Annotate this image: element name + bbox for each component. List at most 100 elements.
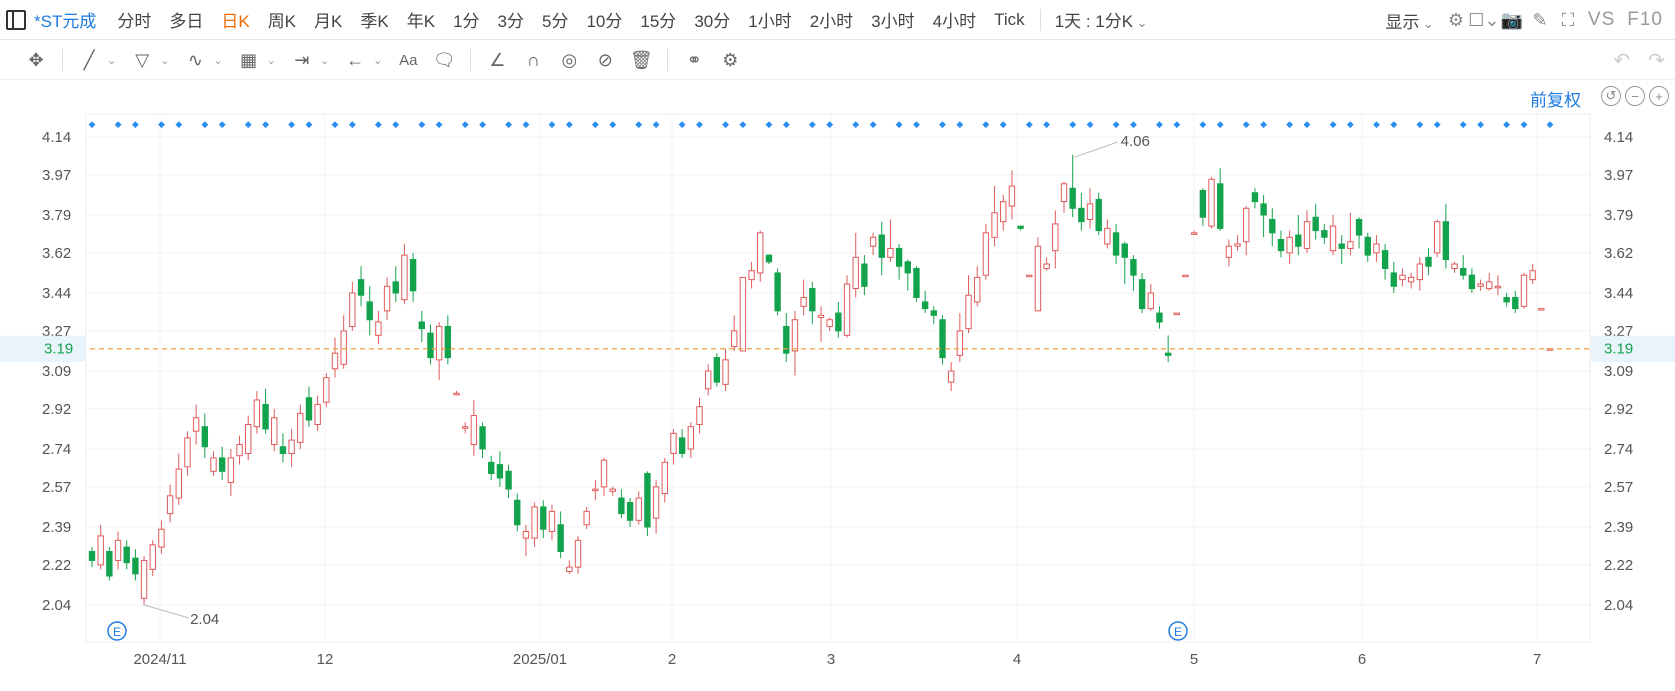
event-marker-label: E bbox=[113, 625, 121, 639]
fullscreen-icon[interactable]: ⛶ bbox=[1561, 9, 1575, 30]
pen-icon[interactable]: ∠ bbox=[489, 49, 506, 70]
hide-icon[interactable]: ⊘ bbox=[597, 49, 613, 70]
reset-icon[interactable]: ↺ bbox=[1601, 86, 1621, 106]
chevron-down-icon[interactable]: ⌄ bbox=[160, 54, 170, 67]
chevron-down-icon[interactable]: ⌄ bbox=[373, 54, 383, 67]
candle-body bbox=[245, 423, 252, 454]
stock-name[interactable]: *ST元成 bbox=[34, 12, 97, 31]
candle-body bbox=[192, 417, 200, 432]
compare-icon[interactable]: ⚭ bbox=[686, 49, 702, 70]
event-marker-icon bbox=[1168, 621, 1188, 641]
candle-body bbox=[739, 276, 747, 352]
tab-period-4[interactable]: 月K bbox=[314, 12, 343, 31]
candle-body bbox=[184, 437, 191, 468]
candle-body bbox=[132, 557, 139, 575]
tab-period-9[interactable]: 5分 bbox=[542, 12, 569, 31]
f10-button[interactable]: F10 bbox=[1627, 9, 1663, 30]
camera-icon[interactable]: 📷 bbox=[1500, 9, 1524, 30]
tab-period-16[interactable]: 4小时 bbox=[932, 12, 977, 31]
candle-body bbox=[357, 279, 365, 296]
candle-body bbox=[1381, 250, 1389, 269]
x-tick-label: 4 bbox=[1013, 651, 1021, 668]
signal-marker: ◆ bbox=[1199, 119, 1206, 129]
candle-body bbox=[566, 566, 573, 573]
tab-period-17[interactable]: Tick bbox=[994, 9, 1025, 29]
candle-body bbox=[1433, 221, 1441, 254]
tab-period-6[interactable]: 年K bbox=[406, 12, 436, 31]
candle-body bbox=[757, 232, 764, 274]
chevron-down-icon[interactable]: ⌄ bbox=[319, 54, 330, 67]
chevron-down-icon[interactable]: ⌄ bbox=[266, 54, 276, 67]
gear-icon[interactable]: ⚙ bbox=[1447, 9, 1464, 30]
signal-marker: ◆ bbox=[1243, 119, 1250, 129]
signal-marker: ◆ bbox=[870, 119, 877, 129]
wave-icon[interactable]: ∿ bbox=[187, 49, 203, 70]
tab-period-5[interactable]: 季K bbox=[360, 12, 389, 31]
candle-body bbox=[158, 528, 165, 548]
undo-icon[interactable]: ↶ bbox=[1613, 49, 1631, 72]
candle-body bbox=[540, 506, 547, 530]
tab-period-11[interactable]: 15分 bbox=[640, 12, 677, 31]
sidebar-toggle-icon[interactable] bbox=[6, 9, 26, 30]
display-menu[interactable]: 显示 bbox=[1385, 8, 1434, 33]
y-tick-label-left: 3.44 bbox=[42, 285, 71, 302]
y-tick-label-right: 3.27 bbox=[1604, 323, 1633, 340]
tab-period-10[interactable]: 10分 bbox=[586, 12, 623, 31]
y-tick-label-left: 3.62 bbox=[42, 245, 71, 262]
text-icon[interactable]: Aa bbox=[399, 51, 418, 69]
chevron-down-icon[interactable]: ⌄ bbox=[213, 54, 223, 67]
low-leader-line bbox=[143, 604, 190, 619]
vs-button[interactable]: VS bbox=[1587, 9, 1616, 30]
settings-icon[interactable]: ⚙ bbox=[722, 49, 739, 70]
redo-icon[interactable]: ↷ bbox=[1648, 49, 1665, 72]
arrow-icon[interactable]: ← bbox=[346, 49, 365, 70]
magnet-icon[interactable]: ∩ bbox=[526, 49, 540, 70]
x-tick-label: 5 bbox=[1190, 651, 1198, 668]
candle-body bbox=[1251, 192, 1259, 203]
candle-body bbox=[1269, 218, 1276, 234]
note-icon[interactable]: 🗨 bbox=[432, 49, 456, 70]
tab-period-2[interactable]: 日K bbox=[221, 12, 250, 31]
tab-period-8[interactable]: 3分 bbox=[497, 12, 524, 31]
candle-body bbox=[1477, 283, 1484, 287]
divider bbox=[62, 49, 63, 71]
signal-marker: ◆ bbox=[1000, 119, 1007, 129]
line-icon[interactable]: ╱ bbox=[83, 49, 95, 70]
chevron-down-icon[interactable]: ⌄ bbox=[107, 54, 117, 67]
candle-body bbox=[453, 392, 460, 396]
tab-period-14[interactable]: 2小时 bbox=[809, 12, 854, 31]
signal-marker: ◆ bbox=[479, 119, 486, 129]
zoom-in-icon[interactable]: + bbox=[1649, 86, 1669, 106]
candle-body bbox=[1217, 183, 1224, 229]
move-icon[interactable]: ✥ bbox=[28, 49, 44, 70]
fib-icon[interactable]: ▦ bbox=[240, 49, 258, 70]
tab-period-7[interactable]: 1分 bbox=[453, 12, 480, 31]
trash-icon[interactable]: 🗑 bbox=[629, 49, 653, 70]
pencil-icon[interactable]: ✎ bbox=[1532, 9, 1548, 30]
signal-marker: ◆ bbox=[1547, 119, 1554, 129]
tab-period-15[interactable]: 3小时 bbox=[871, 12, 915, 31]
candle-body bbox=[548, 510, 556, 532]
range-select[interactable]: 1天 : 1分K bbox=[1055, 7, 1148, 32]
layout-icon[interactable]: ☐⌄ bbox=[1468, 9, 1500, 30]
tab-period-0[interactable]: 分时 bbox=[117, 12, 152, 31]
candle-body bbox=[1008, 185, 1016, 207]
tab-period-1[interactable]: 多日 bbox=[169, 12, 204, 31]
signal-marker: ◆ bbox=[349, 119, 356, 129]
candle-body bbox=[1130, 259, 1137, 276]
event-marker-label: E bbox=[1174, 625, 1182, 639]
tab-period-13[interactable]: 1小时 bbox=[748, 12, 792, 31]
signal-marker: ◆ bbox=[418, 119, 425, 129]
y-tick-label-right: 4.14 bbox=[1604, 129, 1633, 146]
tab-period-12[interactable]: 30分 bbox=[694, 12, 731, 31]
tab-period-3[interactable]: 周K bbox=[267, 12, 297, 31]
y-tick-label-left: 3.27 bbox=[42, 323, 71, 340]
candle-body bbox=[1243, 207, 1250, 243]
eye-icon[interactable]: ◎ bbox=[561, 49, 578, 70]
channel-icon[interactable]: ▽ bbox=[135, 49, 150, 70]
adjust-type-select[interactable]: 前复权 bbox=[1530, 91, 1581, 110]
measure-icon[interactable]: ⇥ bbox=[294, 49, 310, 70]
zoom-out-icon[interactable]: − bbox=[1625, 86, 1645, 106]
candle-body bbox=[210, 457, 217, 472]
